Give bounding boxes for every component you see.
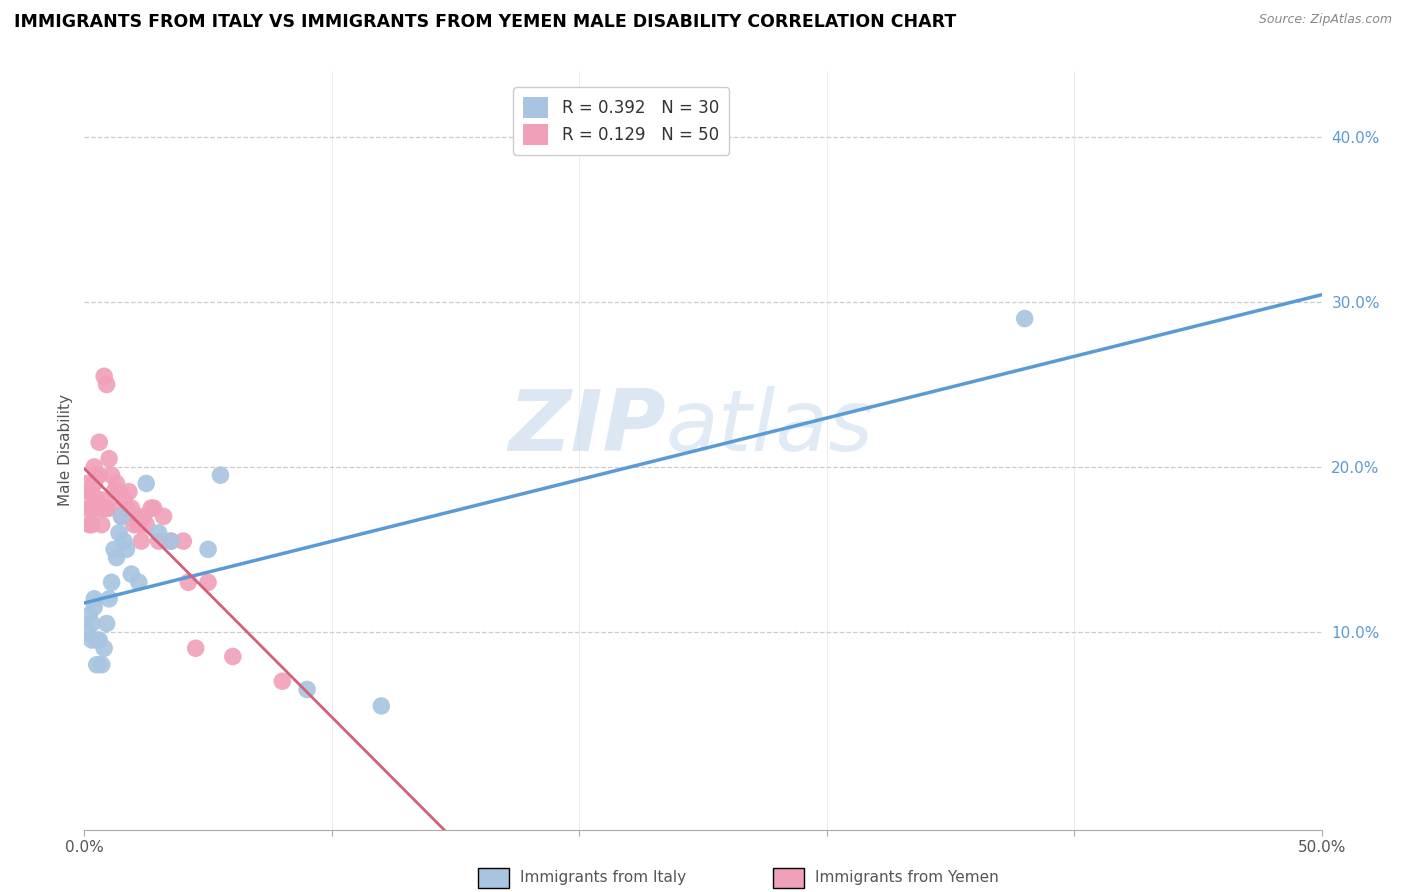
Point <box>83 501 105 516</box>
Point <box>98 591 121 606</box>
Point <box>110 509 132 524</box>
Point <box>93 641 115 656</box>
Point <box>89 633 111 648</box>
Point <box>103 484 125 499</box>
Point <box>100 575 122 590</box>
Text: IMMIGRANTS FROM ITALY VS IMMIGRANTS FROM YEMEN MALE DISABILITY CORRELATION CHART: IMMIGRANTS FROM ITALY VS IMMIGRANTS FROM… <box>14 13 956 31</box>
Point <box>98 451 121 466</box>
Point <box>79 608 101 623</box>
Point <box>141 501 163 516</box>
Point <box>80 484 103 499</box>
Point <box>177 575 200 590</box>
Text: ZIP: ZIP <box>508 386 666 469</box>
Point <box>86 468 108 483</box>
Point <box>96 377 118 392</box>
Point <box>125 509 148 524</box>
Point <box>122 517 145 532</box>
Point <box>118 484 141 499</box>
Point <box>135 476 157 491</box>
Point <box>98 501 121 516</box>
Point <box>197 542 219 557</box>
Point <box>370 698 392 713</box>
Point <box>83 600 105 615</box>
Point <box>103 542 125 557</box>
Point <box>128 575 150 590</box>
Point <box>112 534 135 549</box>
Point <box>271 674 294 689</box>
Point <box>105 476 128 491</box>
Point <box>86 657 108 672</box>
Point <box>172 534 194 549</box>
Point <box>120 567 142 582</box>
Point <box>197 575 219 590</box>
Point <box>93 369 115 384</box>
Point <box>80 616 103 631</box>
Point <box>80 517 103 532</box>
Point <box>90 657 112 672</box>
Point <box>115 542 138 557</box>
Point <box>83 459 105 474</box>
Point <box>93 501 115 516</box>
Text: Immigrants from Yemen: Immigrants from Yemen <box>815 871 1000 885</box>
Point <box>86 501 108 516</box>
Point <box>120 501 142 516</box>
Point <box>222 649 245 664</box>
Point <box>90 492 112 507</box>
Point <box>148 525 170 540</box>
Point <box>142 501 165 516</box>
Point <box>135 517 157 532</box>
Point <box>105 550 128 565</box>
Point <box>184 641 207 656</box>
Point <box>100 468 122 483</box>
Point <box>148 534 170 549</box>
Point <box>115 501 138 516</box>
Point <box>86 633 108 648</box>
Text: Source: ZipAtlas.com: Source: ZipAtlas.com <box>1258 13 1392 27</box>
Point <box>90 517 112 532</box>
Point <box>76 501 98 516</box>
Point <box>86 492 108 507</box>
Point <box>89 468 111 483</box>
Text: Immigrants from Italy: Immigrants from Italy <box>520 871 686 885</box>
Point <box>295 682 318 697</box>
Point <box>83 591 105 606</box>
Point <box>96 501 118 516</box>
Point <box>129 534 152 549</box>
Point <box>79 517 101 532</box>
Point <box>76 624 98 639</box>
Point <box>83 476 105 491</box>
Point <box>160 534 183 549</box>
Point <box>128 517 150 532</box>
Point <box>112 492 135 507</box>
Point <box>160 534 183 549</box>
Point <box>108 484 131 499</box>
Y-axis label: Male Disability: Male Disability <box>58 394 73 507</box>
Point <box>1014 311 1036 326</box>
Legend: R = 0.392   N = 30, R = 0.129   N = 50: R = 0.392 N = 30, R = 0.129 N = 50 <box>513 87 728 154</box>
Point <box>96 616 118 631</box>
Point <box>110 509 132 524</box>
Text: atlas: atlas <box>666 386 875 469</box>
Point <box>89 435 111 450</box>
Point <box>79 484 101 499</box>
Point <box>152 509 174 524</box>
Point <box>132 509 155 524</box>
Point <box>209 468 232 483</box>
Point <box>80 633 103 648</box>
Point <box>79 484 101 499</box>
Point <box>76 476 98 491</box>
Point <box>80 501 103 516</box>
Point <box>108 525 131 540</box>
